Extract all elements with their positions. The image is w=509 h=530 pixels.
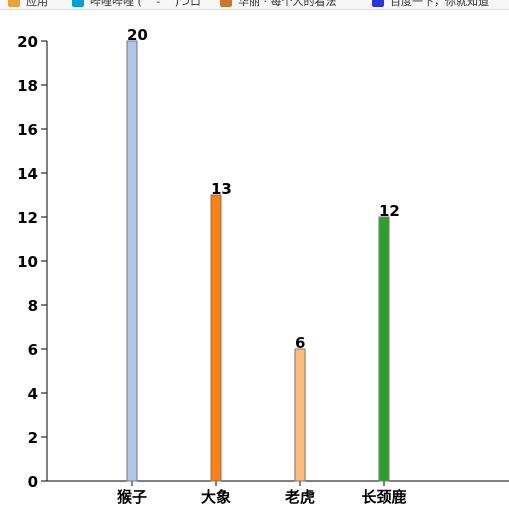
x-tick-label: 老虎 [284, 488, 315, 506]
y-tick-label: 6 [28, 341, 38, 359]
bookmark-apps[interactable]: 应用 [8, 0, 48, 8]
bookmark-label: 哔哩哔哩 ( ゜- ゜)つロ [90, 0, 202, 8]
bar-3 [378, 216, 390, 482]
x-tick-label: 大象 [201, 488, 231, 506]
baidu-paw-icon [372, 0, 384, 7]
bookmarks-bar: 应用 哔哩哔哩 ( ゜- ゜)つロ 华丽 · 每个人的看法 百度一下，你就知道 [0, 0, 509, 10]
y-axis: 0 2 4 6 8 10 12 14 16 18 20 [17, 33, 48, 491]
y-tick-label: 14 [17, 165, 38, 183]
bookmark-label: 应用 [26, 0, 48, 8]
y-tick-label: 4 [28, 385, 38, 403]
data-label: 13 [211, 180, 232, 198]
x-tick-label: 猴子 [117, 488, 147, 506]
bilibili-icon [72, 0, 84, 7]
x-tick-label: 长颈鹿 [361, 488, 406, 506]
pencil-icon [220, 0, 232, 7]
y-tick-label: 20 [17, 33, 38, 51]
data-label: 6 [295, 334, 305, 352]
y-tick-label: 10 [17, 253, 38, 271]
bookmark-bilibili[interactable]: 哔哩哔哩 ( ゜- ゜)つロ [72, 0, 201, 8]
y-tick-label: 8 [28, 297, 38, 315]
bar-2 [294, 348, 306, 482]
data-label: 20 [127, 26, 148, 44]
x-axis: 猴子 大象 老虎 长颈鹿 [47, 480, 509, 506]
bookmark-label: 百度一下，你就知道 [390, 0, 489, 8]
data-label: 12 [379, 202, 400, 220]
y-tick-label: 2 [28, 429, 38, 447]
data-labels: 20 13 6 12 [127, 26, 400, 352]
apps-grid-icon [8, 0, 20, 7]
y-tick-label: 0 [28, 473, 38, 491]
bookmark-label: 华丽 · 每个人的看法 [238, 0, 337, 8]
y-tick-label: 12 [17, 209, 38, 227]
y-tick-label: 18 [17, 77, 38, 95]
bar-1 [210, 194, 222, 482]
bookmark-huali[interactable]: 华丽 · 每个人的看法 [220, 0, 337, 8]
bar-0 [126, 40, 138, 482]
bookmark-baidu[interactable]: 百度一下，你就知道 [372, 0, 489, 8]
bars [126, 40, 390, 482]
y-tick-label: 16 [17, 121, 38, 139]
